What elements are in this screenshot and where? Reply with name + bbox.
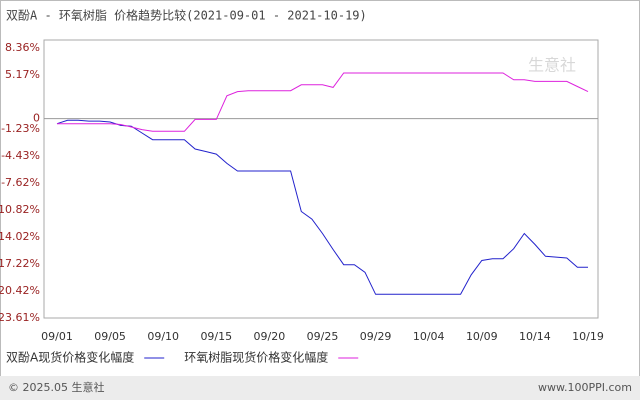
y-tick-label: -1.23% [1,122,40,135]
y-tick-label: -23.61% [0,311,40,324]
plot-area [43,39,599,319]
chart-title: 双酚A - 环氧树脂 价格趋势比较(2021-09-01 - 2021-10-1… [6,8,367,23]
x-tick-label: 09/25 [307,330,339,343]
copyright: © 2025.05 生意社 [8,380,104,394]
y-tick-label: 8.36% [5,41,40,54]
legend-label: 环氧树脂现货价格变化幅度 [184,350,328,365]
x-tick-label: 09/05 [94,330,126,343]
x-tick-label: 09/20 [254,330,286,343]
footer-band [0,376,640,400]
x-tick-label: 10/19 [572,330,604,343]
series-line [57,72,589,132]
site: www.100PPI.com [538,381,632,394]
x-tick-label: 10/14 [519,330,551,343]
x-tick-label: 09/15 [200,330,232,343]
y-tick-label: 0 [33,112,40,125]
x-tick-label: 09/29 [360,330,392,343]
x-tick-label: 10/04 [413,330,445,343]
y-tick-label: -20.42% [0,284,40,297]
legend-label: 双酚A现货价格变化幅度 [6,350,134,365]
watermark: 生意社 [528,56,576,75]
x-tick-label: 09/01 [41,330,73,343]
y-tick-label: -10.82% [0,203,40,216]
x-tick-label: 09/10 [147,330,179,343]
x-tick-label: 10/09 [466,330,498,343]
y-tick-label: -7.62% [1,176,40,189]
y-tick-label: -17.22% [0,257,40,270]
y-tick-label: -4.43% [1,149,40,162]
y-tick-label: -14.02% [0,230,40,243]
series-line [56,119,588,295]
y-tick-label: 5.17% [5,68,40,81]
